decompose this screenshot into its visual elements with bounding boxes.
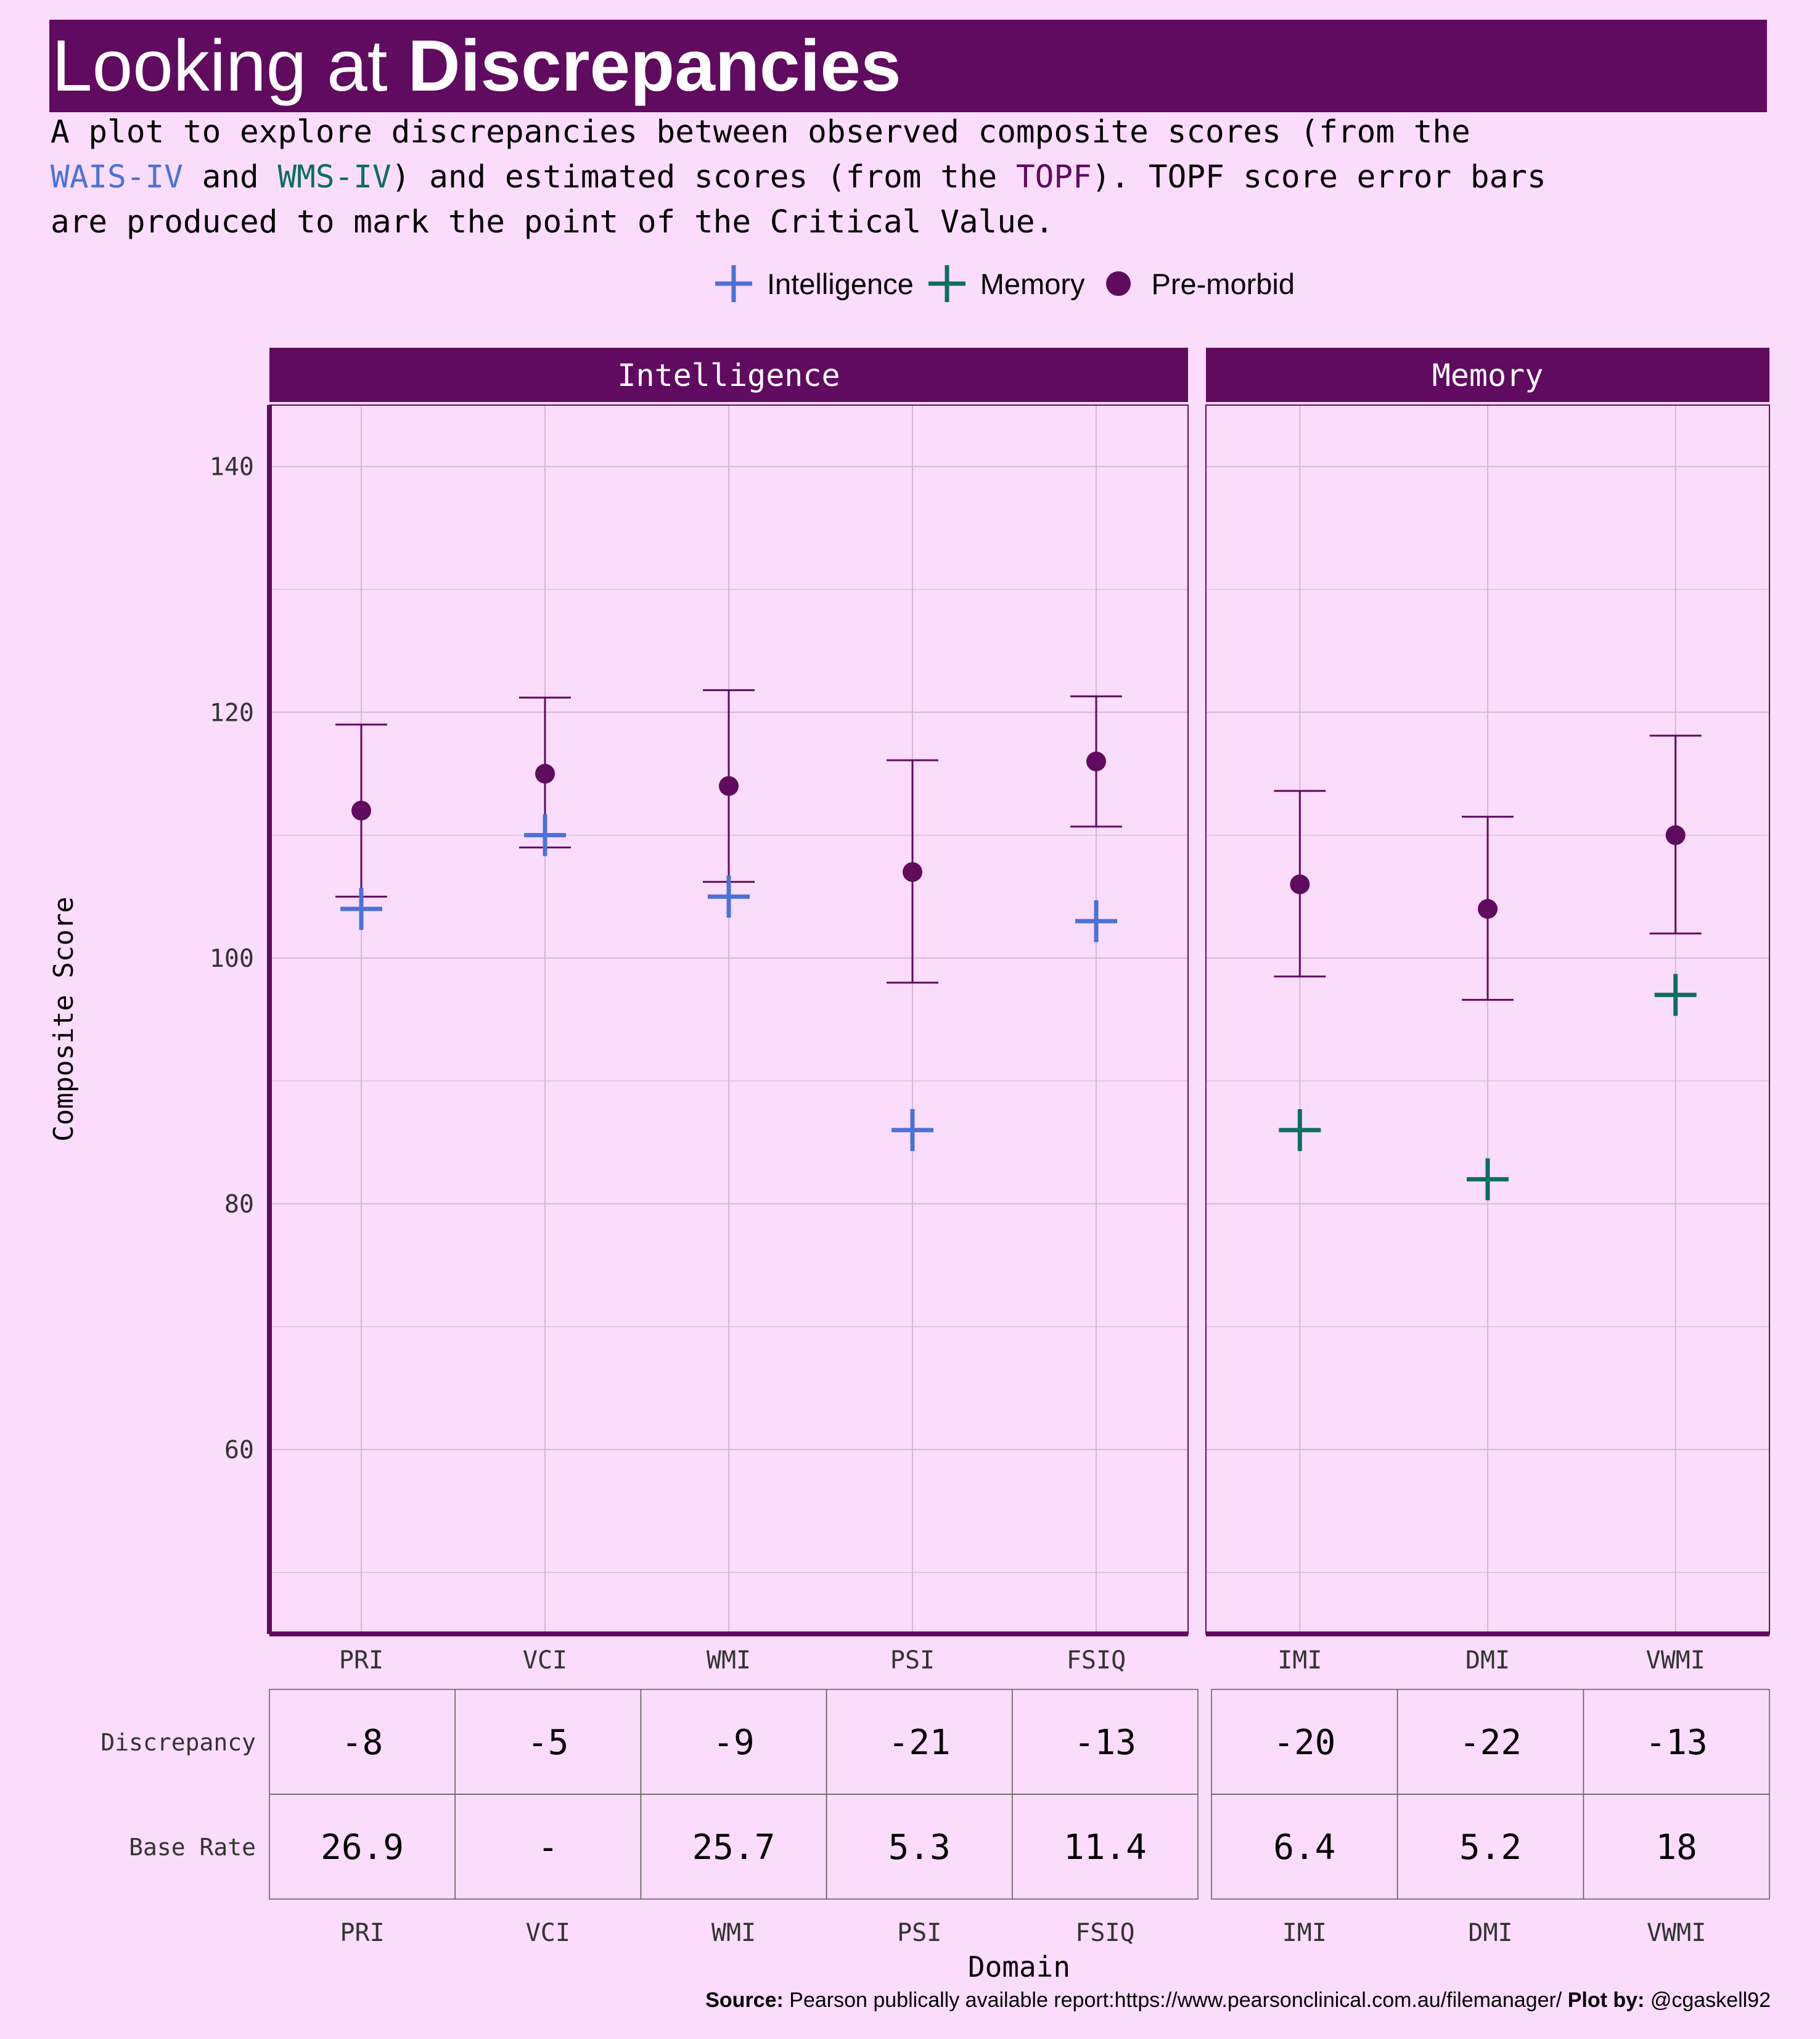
- table-discrepancy-value: -8: [342, 1723, 383, 1763]
- table-cell: [1583, 1794, 1770, 1900]
- subtitle-topf: TOPF: [1015, 159, 1092, 195]
- table-base-rate-value: 11.4: [1064, 1828, 1147, 1868]
- table-column-label: IMI: [1282, 1919, 1327, 1947]
- subtitle-line-1: A plot to explore discrepancies between …: [51, 114, 1470, 150]
- premorbid-point: [351, 800, 371, 821]
- table-row-label: Discrepancy: [100, 1729, 256, 1756]
- subtitle-and: and: [182, 159, 278, 195]
- facet-strip-memory: [1206, 348, 1769, 402]
- legend-memory-key: [928, 265, 965, 302]
- facet-strip-label: Intelligence: [617, 358, 840, 393]
- premorbid-point: [1478, 899, 1498, 919]
- table-row-label: Base Rate: [129, 1834, 256, 1861]
- title-bold: Discrepancies: [408, 25, 901, 107]
- subtitle-wms: WMS-IV: [277, 159, 391, 195]
- premorbid-point: [535, 763, 555, 784]
- x-tick-label: VWMI: [1646, 1646, 1705, 1675]
- legend-memory-label: Memory: [980, 267, 1085, 300]
- y-tick-label: 100: [210, 945, 254, 973]
- table-discrepancy-value: -13: [1646, 1723, 1708, 1763]
- x-tick-label: IMI: [1277, 1646, 1322, 1675]
- footer-source-text: Pearson publically available report:http…: [783, 1988, 1568, 2012]
- x-tick-label: FSIQ: [1067, 1646, 1126, 1675]
- x-tick-label: DMI: [1465, 1646, 1510, 1675]
- premorbid-point: [1086, 751, 1106, 771]
- x-tick-label: PRI: [339, 1646, 383, 1675]
- table-base-rate-value: 5.3: [888, 1828, 951, 1868]
- footer-caption: Source: Pearson publically available rep…: [705, 1988, 1771, 2012]
- table-discrepancy-value: -13: [1074, 1723, 1136, 1763]
- table-base-rate-value: 18: [1655, 1828, 1697, 1868]
- subtitle-mid: ) and estimated scores (from the: [391, 159, 1016, 195]
- legend-intelligence-label: Intelligence: [767, 267, 914, 300]
- legend-intelligence-key: [715, 265, 752, 302]
- table-column-label: PRI: [340, 1919, 384, 1947]
- y-tick-label: 80: [224, 1190, 254, 1218]
- table-discrepancy-value: -20: [1273, 1723, 1335, 1763]
- chart-legend: Intelligence Memory Pre-morbid: [709, 259, 1303, 308]
- table-column-label: VCI: [526, 1919, 570, 1947]
- table-column-label: DMI: [1468, 1919, 1512, 1947]
- footer-source-label: Source:: [705, 1988, 784, 2012]
- table-column-label: VWMI: [1647, 1919, 1706, 1947]
- premorbid-point: [1665, 825, 1686, 845]
- legend-premorbid-key: [1105, 271, 1131, 296]
- table-base-rate-value: 5.2: [1459, 1828, 1522, 1868]
- x-tick-label: VCI: [523, 1646, 567, 1675]
- x-axis-title: Domain: [968, 1950, 1070, 1984]
- table-column-label: PSI: [897, 1919, 941, 1947]
- table-discrepancy-value: -9: [713, 1723, 754, 1763]
- footer-plot-text: @cgaskell92: [1644, 1988, 1771, 2012]
- table-cell: [1012, 1794, 1199, 1900]
- y-tick-label: 140: [210, 453, 254, 482]
- table-base-rate-value: 25.7: [692, 1828, 776, 1868]
- premorbid-point: [719, 776, 739, 796]
- subtitle-post: ). TOPF score error bars: [1091, 159, 1546, 195]
- facet-strip-label: Memory: [1432, 358, 1544, 393]
- premorbid-point: [903, 862, 922, 882]
- table-column-label: WMI: [711, 1919, 756, 1947]
- table-discrepancy-value: -21: [888, 1723, 951, 1763]
- table-column-label: FSIQ: [1075, 1919, 1134, 1947]
- premorbid-point: [1290, 874, 1310, 895]
- y-axis-title: Composite Score: [48, 896, 80, 1141]
- facet-strip-intelligence: [269, 348, 1188, 402]
- table-base-rate-value: 6.4: [1273, 1828, 1335, 1868]
- subtitle: A plot to explore discrepancies between …: [51, 110, 1715, 245]
- subtitle-wais: WAIS-IV: [51, 159, 183, 195]
- y-tick-label: 60: [224, 1436, 254, 1464]
- table-discrepancy-value: -5: [527, 1723, 568, 1763]
- table-base-rate-value: 26.9: [321, 1828, 404, 1868]
- legend-premorbid-label: Pre-morbid: [1151, 267, 1295, 300]
- page-title: Looking at Discrepancies: [49, 20, 1767, 112]
- table-discrepancy-value: -22: [1459, 1723, 1522, 1763]
- table-base-rate-value: -: [538, 1828, 559, 1868]
- footer-plot-label: Plot by:: [1567, 1988, 1645, 2012]
- title-normal: Looking at: [52, 25, 408, 107]
- x-tick-label: WMI: [707, 1646, 751, 1675]
- y-tick-label: 120: [210, 699, 254, 727]
- subtitle-line-2: WAIS-IV and WMS-IV) and estimated scores…: [51, 155, 1715, 200]
- x-tick-label: PSI: [890, 1646, 935, 1675]
- subtitle-line-3: are produced to mark the point of the Cr…: [51, 204, 1054, 240]
